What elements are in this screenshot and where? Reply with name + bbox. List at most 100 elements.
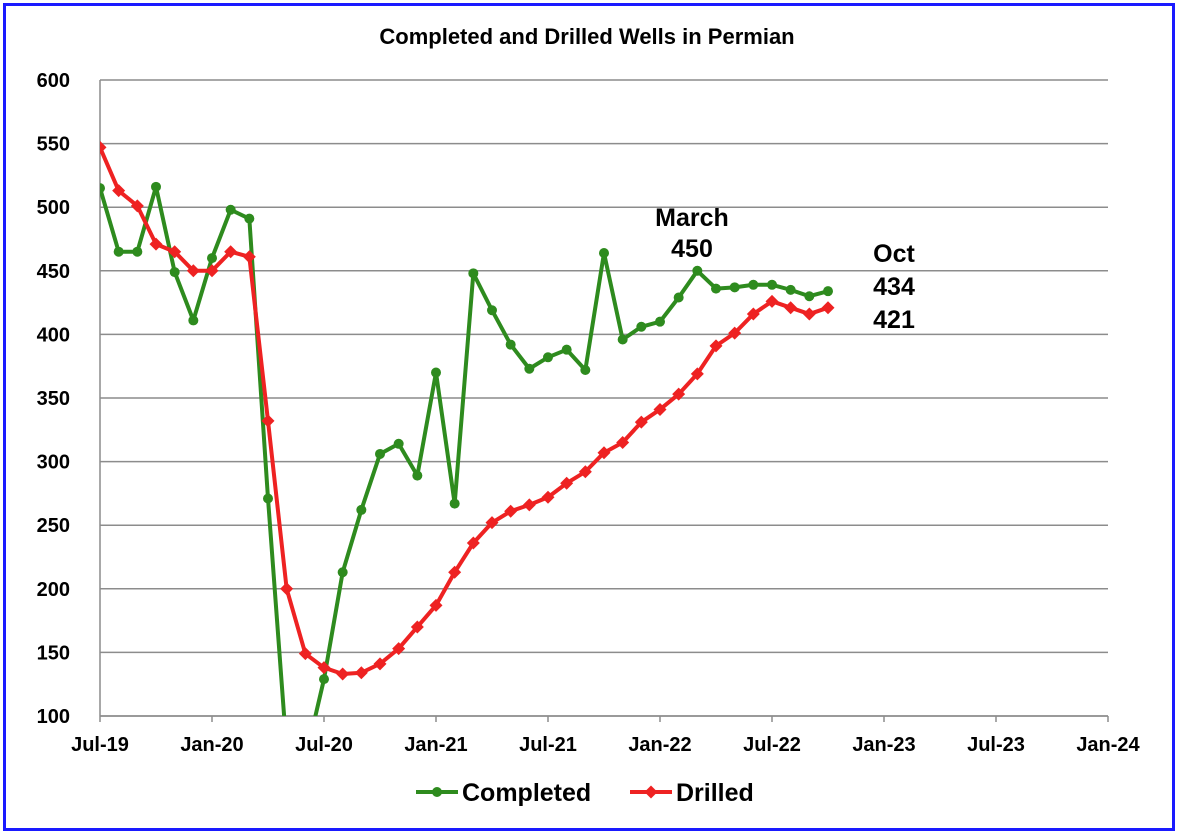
series-line-completed xyxy=(100,184,829,716)
x-tick-label: Jul-19 xyxy=(71,734,129,756)
data-point xyxy=(100,183,105,194)
data-point xyxy=(319,674,329,685)
series-line-drilled xyxy=(100,146,829,677)
grid-lines xyxy=(100,79,1108,717)
data-point xyxy=(653,402,667,416)
data-point xyxy=(784,301,798,315)
x-tick-label: Jan-23 xyxy=(852,734,915,756)
legend-item-completed: Completed xyxy=(416,779,591,807)
data-point xyxy=(560,476,574,490)
x-tick-label: Jan-22 xyxy=(628,734,691,756)
legend-label: Drilled xyxy=(676,779,754,807)
data-point xyxy=(113,246,124,257)
data-point xyxy=(336,667,350,681)
annotation-label: 421 xyxy=(873,306,915,334)
data-point xyxy=(746,307,760,321)
legend: Completed Drilled xyxy=(416,779,754,807)
data-point xyxy=(263,493,273,504)
y-tick-label: 100 xyxy=(37,706,70,728)
y-tick-label: 300 xyxy=(37,452,70,474)
chart-frame xyxy=(3,3,1175,831)
data-point xyxy=(485,516,499,530)
x-axis: Jul-19 Jan-20 Jul-20 Jan-21 Jul-21 Jan-22 Jul-… xyxy=(71,715,1141,756)
data-point xyxy=(466,536,480,550)
data-point xyxy=(785,284,796,295)
data-point xyxy=(356,504,367,515)
data-point xyxy=(767,279,777,290)
data-point xyxy=(375,448,385,459)
data-point xyxy=(168,245,182,259)
data-point xyxy=(487,305,497,316)
series-completed xyxy=(100,181,833,755)
y-tick-label: 200 xyxy=(37,579,70,601)
data-point xyxy=(561,344,572,355)
series-drilled xyxy=(100,140,835,681)
annotation-label: 450 xyxy=(671,235,713,263)
data-point xyxy=(634,415,648,429)
data-point xyxy=(692,265,703,276)
data-point xyxy=(543,352,553,363)
x-tick-label: Jul-22 xyxy=(743,734,801,756)
data-point xyxy=(636,321,647,332)
data-point xyxy=(186,264,200,278)
data-point xyxy=(151,181,161,192)
y-tick-label: 600 xyxy=(37,70,70,92)
y-tick-label: 350 xyxy=(37,388,70,410)
data-point xyxy=(599,247,609,258)
data-point xyxy=(541,490,555,504)
data-point xyxy=(617,334,628,345)
data-point xyxy=(804,291,815,302)
y-tick-label: 500 xyxy=(37,197,70,219)
series-layer xyxy=(100,140,835,755)
data-point xyxy=(524,363,535,374)
x-tick-label: Jul-23 xyxy=(967,734,1025,756)
data-point xyxy=(205,264,219,278)
x-tick-label: Jan-24 xyxy=(1076,734,1140,756)
data-point xyxy=(261,414,275,428)
data-point xyxy=(225,204,236,215)
data-point xyxy=(597,446,611,460)
data-point xyxy=(522,498,536,512)
y-tick-label: 400 xyxy=(37,324,70,346)
data-point xyxy=(729,282,740,293)
data-point xyxy=(224,245,238,259)
x-tick-label: Jul-20 xyxy=(295,734,353,756)
data-point xyxy=(673,292,684,303)
data-point xyxy=(728,326,742,340)
data-point xyxy=(317,661,331,675)
data-point xyxy=(100,140,107,154)
data-point xyxy=(280,582,294,596)
data-point xyxy=(412,470,423,481)
data-point xyxy=(132,246,143,257)
data-point xyxy=(580,365,591,376)
data-point xyxy=(821,301,835,315)
data-point xyxy=(448,565,462,579)
data-point xyxy=(130,199,144,213)
data-point xyxy=(431,367,441,378)
x-tick-label: Jul-21 xyxy=(519,734,577,756)
data-point xyxy=(468,268,479,279)
data-point xyxy=(242,250,256,264)
legend-marker xyxy=(432,787,442,797)
data-point xyxy=(282,745,292,755)
y-tick-label: 250 xyxy=(37,515,70,537)
x-tick-label: Jan-20 xyxy=(180,734,243,756)
data-point xyxy=(709,339,723,353)
data-point xyxy=(616,436,630,450)
y-tick-label: 150 xyxy=(37,642,70,664)
data-point xyxy=(505,339,516,350)
data-point xyxy=(578,465,592,479)
y-tick-label: 550 xyxy=(37,134,70,156)
annotation-label: Oct xyxy=(873,240,915,268)
data-point xyxy=(765,294,779,308)
data-point xyxy=(149,237,163,251)
data-point xyxy=(244,213,255,224)
data-point xyxy=(298,647,312,661)
data-point xyxy=(711,283,721,294)
annotation-label: March xyxy=(655,204,729,232)
data-point xyxy=(188,315,199,326)
data-point xyxy=(112,184,126,198)
y-axis: 100 150 200 250 300 350 400 450 500 550 600 xyxy=(37,70,101,728)
legend-marker xyxy=(644,785,658,799)
